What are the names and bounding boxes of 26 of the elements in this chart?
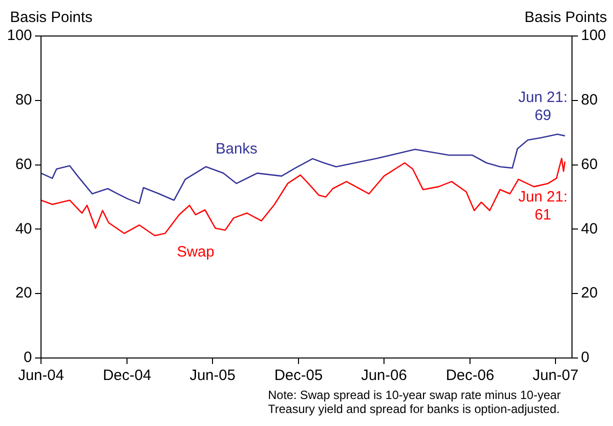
x-tick-label: Jun-07 [532, 367, 578, 384]
y2-tick-label: 0 [580, 349, 590, 366]
y-tick-label: 100 [6, 27, 32, 44]
text: Note: Swap spread is 10-year swap rate minus 10-year Treasury yield and spread for banks is option-adjusted. [268, 388, 562, 416]
y-tick-label: 60 [15, 156, 32, 173]
x-tick-label: Jun-05 [190, 367, 236, 384]
y2-tick-label: 40 [580, 220, 598, 238]
y2-axis-title: Basis Points [524, 9, 607, 26]
annotation: Jun 21: 61 [518, 188, 568, 224]
y-tick-label: 80 [15, 92, 32, 109]
y-axis-title: Basis Points [10, 9, 93, 26]
y-tick-label: 20 [15, 284, 32, 302]
y-tick-label: 40 [15, 220, 32, 238]
x-tick-label: Dec-06 [446, 367, 494, 384]
x-tick-label: Dec-04 [102, 367, 152, 384]
annotation: Jun 21: 69 [518, 88, 568, 124]
y2-tick-label: 20 [580, 284, 598, 302]
series-label: Swap [176, 244, 214, 261]
y2-tick-label: 80 [580, 92, 598, 109]
x-tick-label: Jun-06 [361, 367, 407, 384]
x-tick-label: Dec-05 [274, 367, 323, 384]
y2-tick-label: 100 [580, 27, 606, 44]
y-tick-label: 0 [24, 349, 32, 366]
series-label: Banks [216, 140, 258, 158]
x-tick-label: Jun-04 [18, 367, 64, 384]
y2-tick-label: 60 [580, 156, 598, 173]
